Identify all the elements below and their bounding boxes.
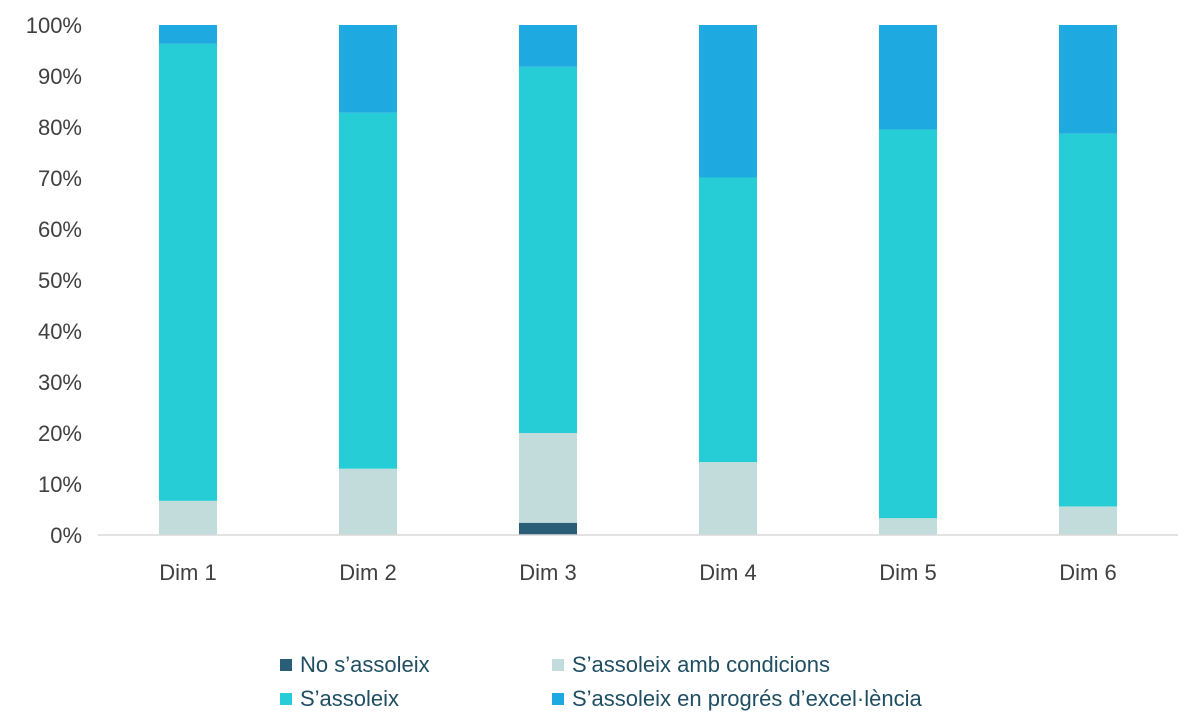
y-tick-label: 20% — [38, 421, 82, 446]
x-tick-label: Dim 2 — [339, 560, 396, 585]
legend-label: S’assoleix en progrés d’excel·lència — [572, 686, 922, 711]
bar-segment — [339, 468, 397, 535]
x-axis: Dim 1 Dim 2 Dim 3 Dim 4 Dim 5 Dim 6 — [159, 560, 1116, 585]
legend-swatch — [280, 659, 292, 671]
bar-segment — [699, 462, 757, 535]
y-tick-label: 100% — [26, 13, 82, 38]
bar-segment — [879, 25, 937, 130]
y-tick-label: 10% — [38, 472, 82, 497]
legend-swatch — [552, 693, 564, 705]
legend-swatch — [280, 693, 292, 705]
bar-segment — [879, 129, 937, 519]
y-tick-label: 80% — [38, 115, 82, 140]
bar-segment — [1059, 133, 1117, 507]
y-tick-label: 40% — [38, 319, 82, 344]
x-tick-label: Dim 3 — [519, 560, 576, 585]
x-tick-label: Dim 1 — [159, 560, 216, 585]
bar-segment — [519, 522, 577, 535]
bar-segment — [159, 25, 217, 44]
legend-label: No s’assoleix — [300, 652, 430, 677]
bar-segment — [519, 66, 577, 433]
bar-segment — [159, 500, 217, 535]
x-tick-label: Dim 6 — [1059, 560, 1116, 585]
bar-segment — [879, 518, 937, 535]
y-tick-label: 0% — [50, 523, 82, 548]
y-axis: 0% 10% 20% 30% 40% 50% 60% 70% 80% 90% 100% — [26, 13, 82, 548]
legend-item-assoleix-excellencia: S’assoleix en progrés d’excel·lència — [552, 684, 972, 714]
bar-segment — [339, 112, 397, 469]
bar-segment — [1059, 25, 1117, 134]
bar-segment — [519, 433, 577, 523]
legend-item-no-assoleix: No s’assoleix — [280, 650, 552, 680]
y-tick-label: 60% — [38, 217, 82, 242]
x-tick-label: Dim 5 — [879, 560, 936, 585]
legend-item-assoleix-amb-condicions: S’assoleix amb condicions — [552, 650, 972, 680]
legend-swatch — [552, 659, 564, 671]
y-tick-label: 70% — [38, 166, 82, 191]
y-tick-label: 30% — [38, 370, 82, 395]
legend-label: S’assoleix — [300, 686, 400, 711]
bar-segment — [699, 25, 757, 178]
bar-segment — [159, 43, 217, 501]
legend-item-assoleix: S’assoleix — [280, 684, 552, 714]
x-tick-label: Dim 4 — [699, 560, 756, 585]
bar-segment — [519, 25, 577, 67]
bar-segment — [339, 25, 397, 113]
y-tick-label: 90% — [38, 64, 82, 89]
y-tick-label: 50% — [38, 268, 82, 293]
legend: No s’assoleix S’assoleix amb condicions … — [280, 650, 980, 714]
legend-label: S’assoleix amb condicions — [572, 652, 831, 677]
bar-segment — [699, 177, 757, 463]
bar-segment — [1059, 506, 1117, 535]
bars — [159, 25, 1117, 535]
